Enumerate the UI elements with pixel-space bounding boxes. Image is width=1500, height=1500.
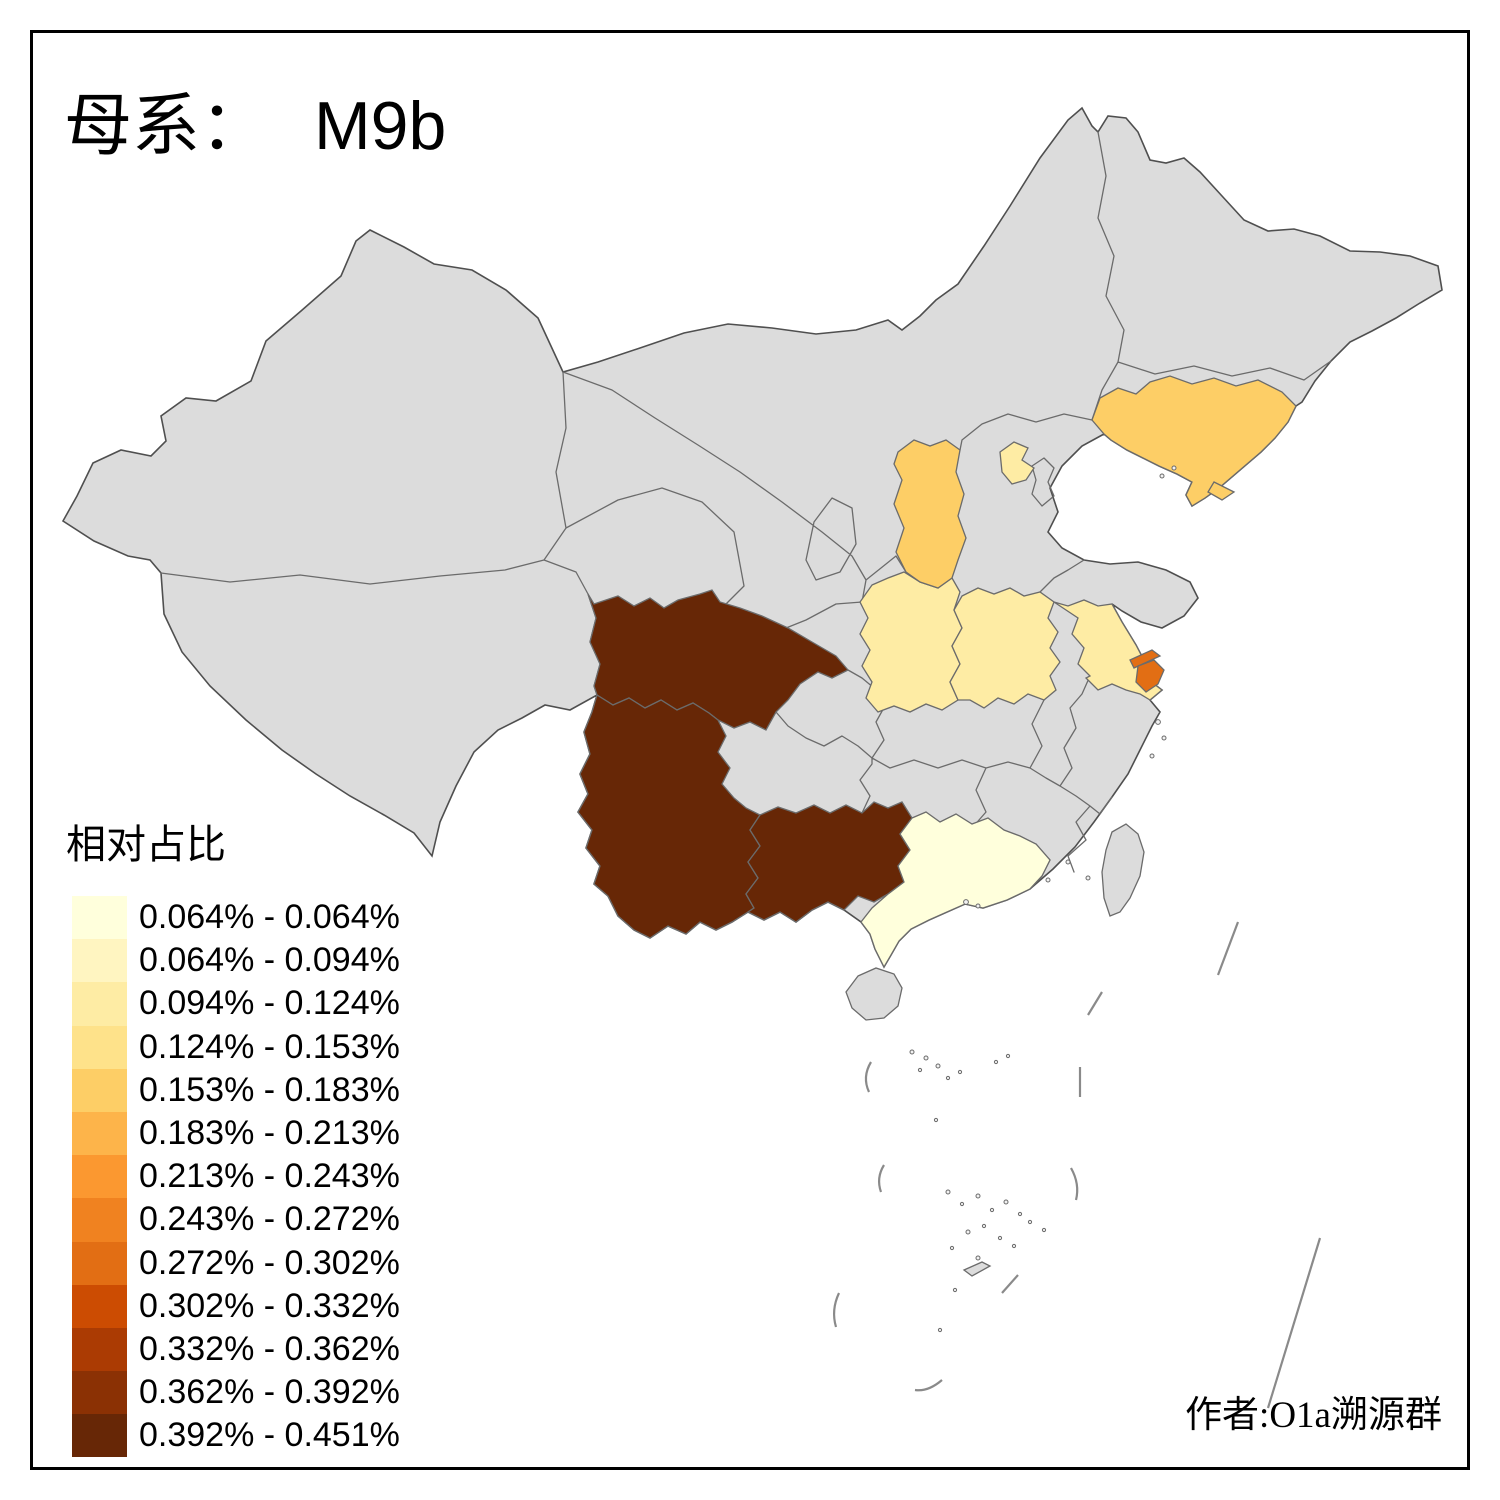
province-shanghai xyxy=(1129,649,1165,693)
legend-label: 0.243% - 0.272% xyxy=(139,1200,400,1239)
legend-label: 0.183% - 0.213% xyxy=(139,1114,400,1153)
legend: 相对占比 0.064% - 0.064% 0.064% - 0.094% 0.094… xyxy=(66,812,400,1458)
legend-row: 0.124% - 0.153% xyxy=(72,1025,400,1069)
map-title: 母系： M9b xyxy=(64,70,446,169)
spratly-islet-shape xyxy=(962,1261,992,1277)
legend-label: 0.213% - 0.243% xyxy=(139,1157,400,1196)
province-guangxi xyxy=(745,801,913,923)
legend-label: 0.302% - 0.332% xyxy=(139,1286,400,1325)
legend-row: 0.302% - 0.332% xyxy=(72,1284,400,1328)
legend-swatch xyxy=(72,1068,127,1112)
legend-label: 0.064% - 0.094% xyxy=(139,941,400,980)
legend-label: 0.094% - 0.124% xyxy=(139,984,400,1023)
province-liaoning-islet xyxy=(1207,481,1236,501)
legend-label: 0.392% - 0.451% xyxy=(139,1416,400,1455)
legend-label: 0.124% - 0.153% xyxy=(139,1027,400,1066)
legend-swatch xyxy=(72,1284,127,1328)
south-china-sea-islets xyxy=(909,1049,1047,1333)
legend-label: 0.064% - 0.064% xyxy=(139,898,400,937)
legend-label: 0.332% - 0.362% xyxy=(139,1329,400,1368)
province-shanxi xyxy=(893,439,967,589)
legend-swatch xyxy=(72,982,127,1026)
coastal-islets xyxy=(963,465,1177,909)
legend-row: 0.183% - 0.213% xyxy=(72,1111,400,1156)
title-value: M9b xyxy=(314,88,447,164)
legend-row: 0.213% - 0.243% xyxy=(72,1155,400,1199)
legend-row: 0.392% - 0.451% xyxy=(72,1414,400,1458)
legend-swatch xyxy=(72,1198,127,1242)
legend-row: 0.094% - 0.124% xyxy=(72,982,400,1026)
legend-row: 0.272% - 0.302% xyxy=(72,1241,400,1285)
legend-row: 0.153% - 0.183% xyxy=(72,1068,400,1112)
legend-swatch xyxy=(72,1155,127,1199)
province-liaoning xyxy=(1091,375,1297,507)
province-jiangsu xyxy=(1053,599,1164,701)
legend-swatch xyxy=(72,896,127,940)
legend-row: 0.064% - 0.094% xyxy=(72,939,400,983)
legend-swatch xyxy=(72,1414,127,1458)
colored-provinces xyxy=(577,375,1297,969)
plot-frame xyxy=(30,30,1470,1470)
title-prefix: 母系： xyxy=(64,88,269,164)
province-guangdong xyxy=(860,811,1051,969)
nine-dash-line xyxy=(832,921,1322,1409)
legend-rows: 0.064% - 0.064% 0.064% - 0.094% 0.094% - 0… xyxy=(72,896,400,1458)
author-credit: 作者:O1a溯源群 xyxy=(1185,1395,1442,1436)
legend-swatch xyxy=(72,1111,127,1156)
mainland xyxy=(61,106,1443,969)
legend-swatch xyxy=(72,1241,127,1285)
legend-label: 0.272% - 0.302% xyxy=(139,1243,400,1282)
legend-title: 相对占比 xyxy=(66,822,226,867)
legend-swatch xyxy=(72,939,127,983)
legend-row: 0.243% - 0.272% xyxy=(72,1198,400,1242)
legend-label: 0.153% - 0.183% xyxy=(139,1070,400,1109)
legend-row: 0.362% - 0.392% xyxy=(72,1371,400,1415)
legend-label: 0.362% - 0.392% xyxy=(139,1373,400,1412)
province-shaanxi xyxy=(859,571,963,713)
island-taiwan xyxy=(1101,823,1145,917)
legend-swatch xyxy=(72,1025,127,1069)
legend-swatch xyxy=(72,1371,127,1415)
province-beijing xyxy=(999,441,1035,485)
legend-row: 0.064% - 0.064% xyxy=(72,896,400,940)
islands xyxy=(845,465,1177,1333)
legend-swatch xyxy=(72,1327,127,1372)
province-henan xyxy=(949,587,1061,709)
island-hainan xyxy=(845,967,903,1021)
legend-row: 0.332% - 0.362% xyxy=(72,1327,400,1372)
